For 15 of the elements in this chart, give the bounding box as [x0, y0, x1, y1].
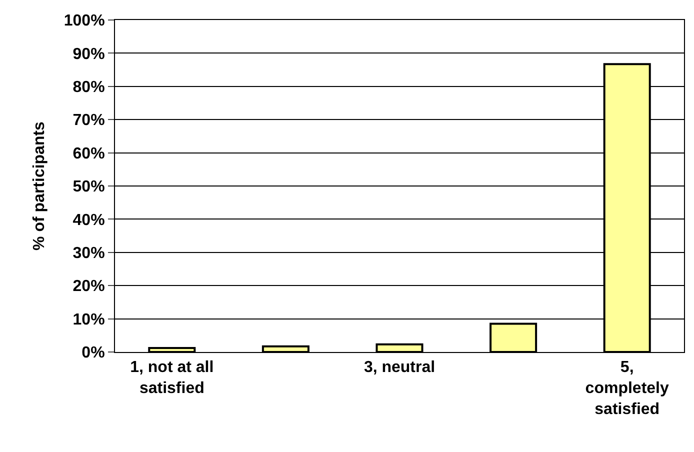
x-tick-label: 5, completely satisfied — [585, 359, 669, 418]
y-tick-label: 50% — [72, 178, 105, 196]
x-tick-label: 1, not at all satisfied — [130, 359, 214, 397]
y-tick-label: 100% — [64, 12, 105, 30]
y-tick-label: 60% — [72, 145, 105, 162]
y-tick-label: 0% — [82, 344, 105, 362]
y-axis-title: % of participants — [30, 121, 48, 250]
y-tick-label: 70% — [72, 112, 105, 130]
y-tick-label: 30% — [72, 245, 105, 262]
y-tick-label: 90% — [72, 46, 105, 63]
y-tick-label: 10% — [72, 311, 105, 328]
y-tick-label: 80% — [72, 79, 105, 96]
y-tick-label: 40% — [72, 212, 105, 229]
y-tick-label: 20% — [72, 278, 105, 296]
x-tick-label: 3, neutral — [364, 359, 436, 376]
